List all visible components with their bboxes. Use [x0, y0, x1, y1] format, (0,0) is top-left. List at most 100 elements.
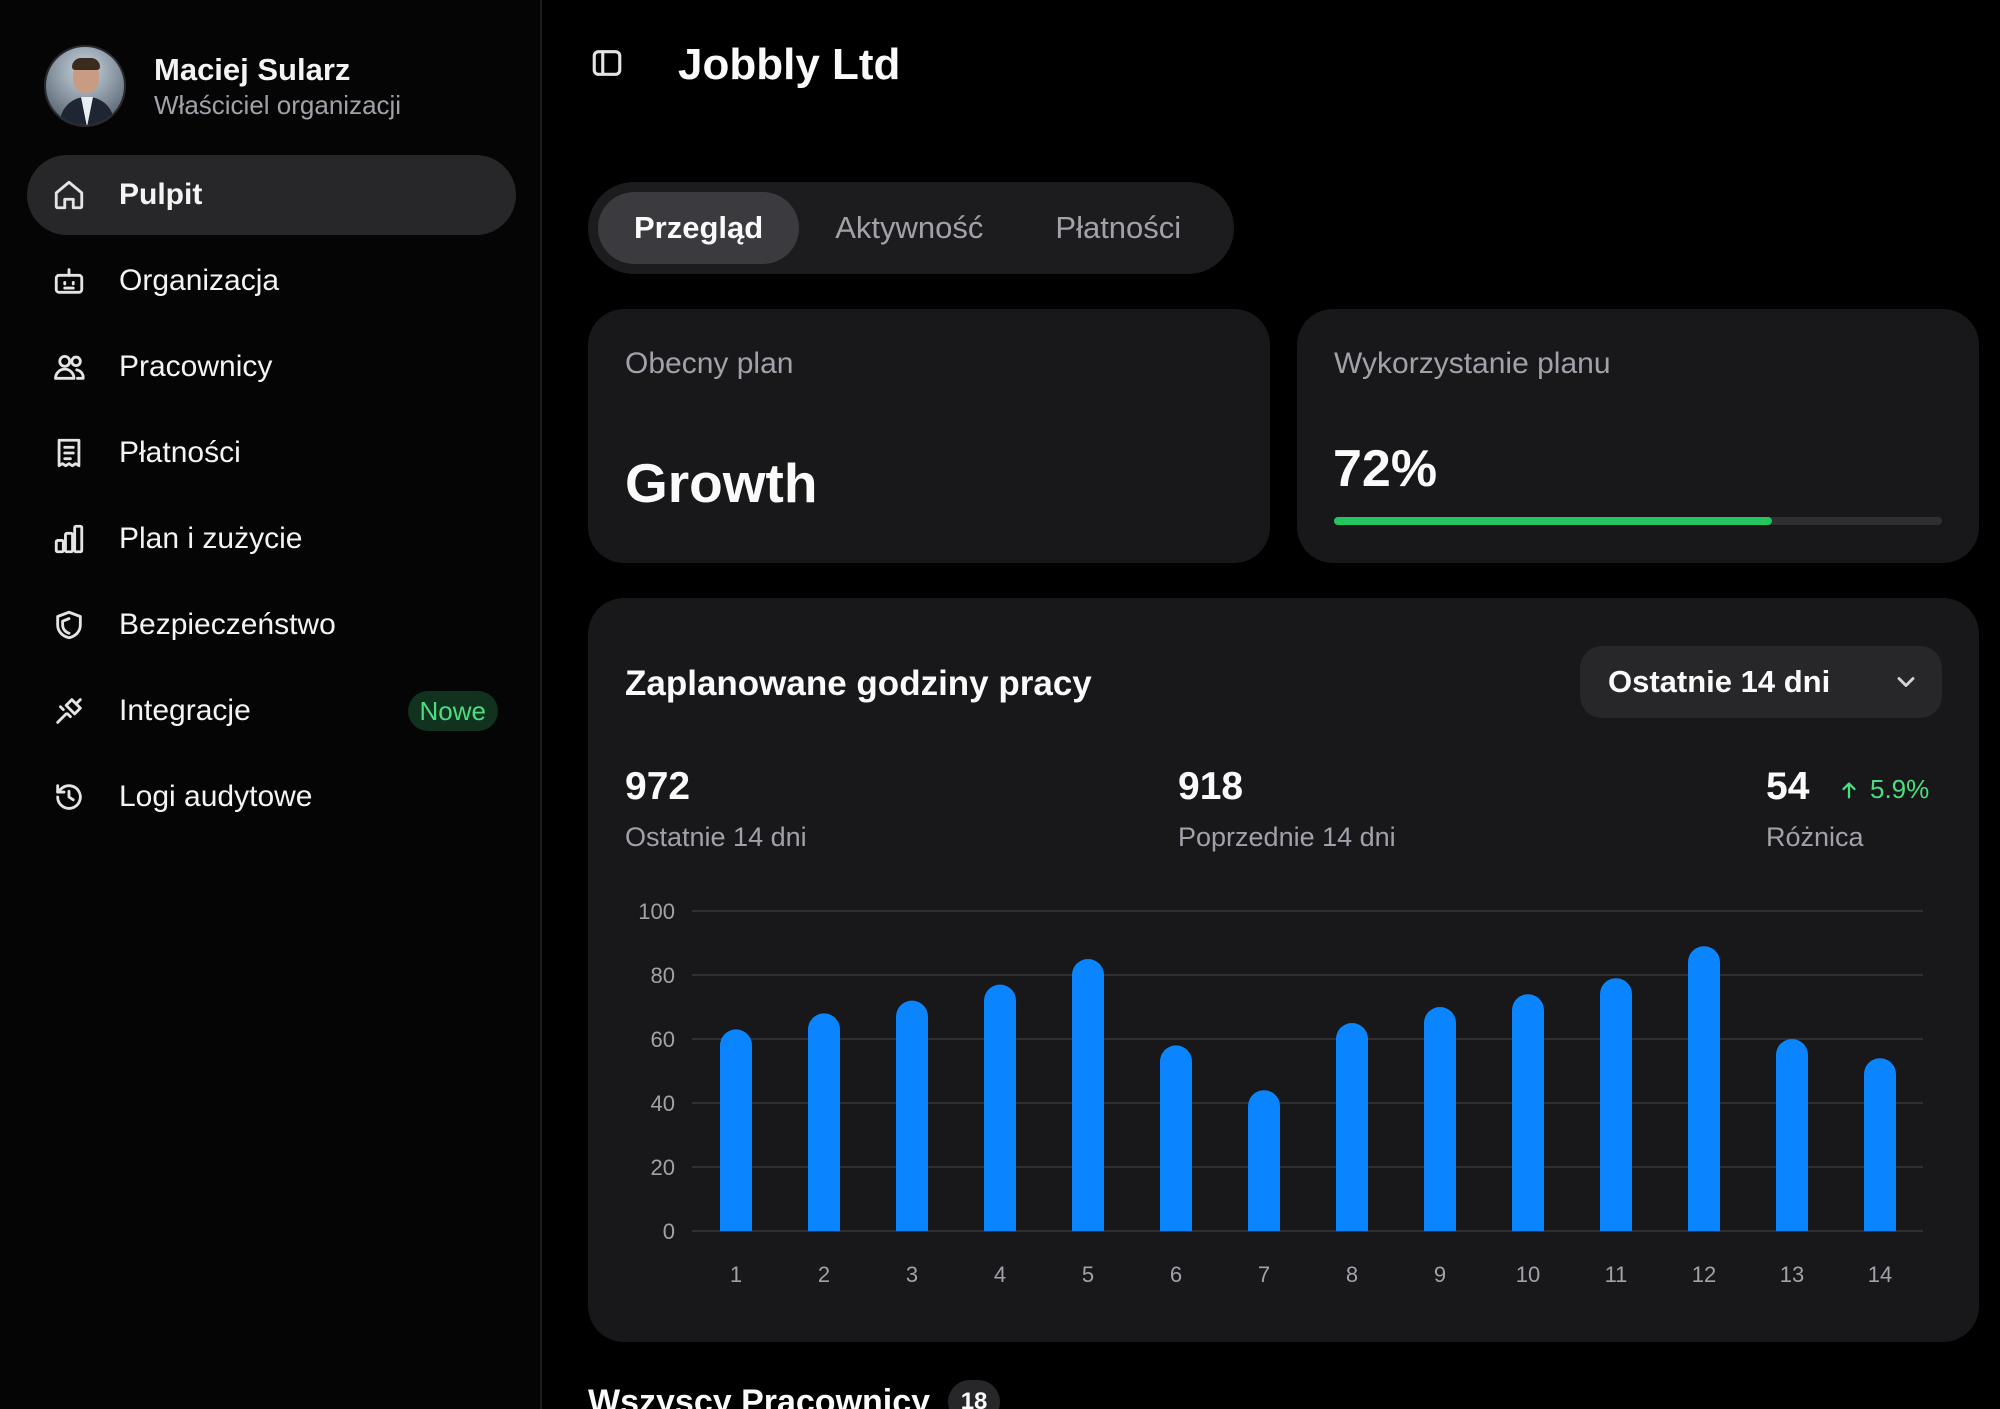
y-tick-label: 40: [651, 1091, 675, 1116]
plan-usage-value: 72%: [1333, 440, 1438, 498]
x-tick-label: 7: [1258, 1262, 1270, 1287]
stat-current-value: 972: [625, 765, 691, 808]
scheduled-hours-card: Zaplanowane godziny pracy Ostatnie 14 dn…: [588, 598, 1979, 1342]
profile-text: Maciej Sularz Właściciel organizacji: [154, 51, 401, 121]
employees-section-header: Wszyscy Pracownicy 18: [588, 1378, 1001, 1409]
x-tick-label: 4: [994, 1262, 1006, 1287]
x-tick-label: 8: [1346, 1262, 1358, 1287]
chart-bar: [1864, 1058, 1896, 1231]
y-tick-label: 20: [651, 1155, 675, 1180]
robot-icon: [51, 263, 87, 299]
range-select-value: Ostatnie 14 dni: [1608, 664, 1831, 699]
sidebar-item-label: Pulpit: [119, 178, 203, 211]
sidebar-item-organizacja[interactable]: Organizacja: [27, 241, 516, 321]
stat-current-label: Ostatnie 14 dni: [625, 822, 807, 852]
stat-difference-label: Różnica: [1766, 822, 1864, 852]
x-tick-label: 3: [906, 1262, 918, 1287]
bar-chart-icon: [51, 521, 87, 557]
y-tick-label: 0: [663, 1219, 675, 1244]
sidebar-item-plan[interactable]: Plan i zużycie: [27, 499, 516, 579]
stat-current: 972 Ostatnie 14 dni: [625, 764, 807, 853]
stat-difference-value: 54: [1766, 765, 1810, 808]
chart-bar: [808, 1013, 840, 1231]
new-badge: Nowe: [407, 691, 498, 731]
sidebar-item-label: Plan i zużycie: [119, 522, 303, 555]
stat-difference: 54 5.9% Różnica: [1766, 764, 1929, 853]
history-icon: [51, 779, 87, 815]
sidebar-item-label: Płatności: [119, 436, 241, 469]
chart-bar: [1600, 978, 1632, 1231]
page-title: Jobbly Ltd: [678, 40, 901, 89]
current-plan-label: Obecny plan: [625, 347, 794, 380]
stat-previous-label: Poprzednie 14 dni: [1178, 822, 1396, 852]
plan-usage-progress: [1334, 517, 1942, 525]
chart-bar: [1248, 1090, 1280, 1231]
shield-icon: [51, 607, 87, 643]
chart-bar: [896, 1000, 928, 1231]
plan-usage-label: Wykorzystanie planu: [1334, 347, 1611, 380]
tab-przeglad[interactable]: Przegląd: [598, 192, 800, 264]
range-select[interactable]: Ostatnie 14 dni: [1580, 646, 1942, 718]
sidebar-item-bezpieczenstwo[interactable]: Bezpieczeństwo: [27, 585, 516, 665]
x-tick-label: 12: [1692, 1262, 1716, 1287]
current-plan-card: Obecny plan Growth: [588, 309, 1270, 563]
receipt-icon: [51, 435, 87, 471]
sidebar-item-label: Bezpieczeństwo: [119, 608, 336, 641]
tab-platnosci[interactable]: Płatności: [1055, 210, 1182, 245]
x-tick-label: 2: [818, 1262, 830, 1287]
sidebar-nav: Pulpit Organizacja Pracownicy Płatności: [27, 155, 516, 843]
sidebar-item-platnosci[interactable]: Płatności: [27, 413, 516, 493]
sidebar-item-label: Logi audytowe: [119, 780, 313, 813]
stat-previous: 918 Poprzednie 14 dni: [1178, 764, 1396, 853]
x-tick-label: 6: [1170, 1262, 1182, 1287]
y-tick-label: 60: [651, 1027, 675, 1052]
sidebar: Maciej Sularz Właściciel organizacji Pul…: [0, 0, 542, 1409]
sidebar-item-logi[interactable]: Logi audytowe: [27, 757, 516, 837]
chart-bar: [1424, 1007, 1456, 1231]
users-icon: [51, 349, 87, 385]
chart-bar: [1688, 946, 1720, 1231]
topbar: Jobbly Ltd: [590, 40, 900, 90]
x-tick-label: 14: [1868, 1262, 1892, 1287]
user-profile[interactable]: Maciej Sularz Właściciel organizacji: [44, 45, 401, 127]
avatar[interactable]: [44, 45, 126, 127]
stat-difference-delta: 5.9%: [1838, 774, 1929, 805]
x-tick-label: 9: [1434, 1262, 1446, 1287]
plan-usage-progress-fill: [1334, 517, 1772, 525]
stat-previous-value: 918: [1178, 765, 1244, 808]
chevron-down-icon: [1892, 668, 1920, 701]
chart-bar: [1072, 959, 1104, 1231]
chart-bar: [1160, 1045, 1192, 1231]
chart-bar: [984, 984, 1016, 1231]
tab-aktywnosc[interactable]: Aktywność: [835, 210, 984, 245]
chart-bar: [720, 1029, 752, 1231]
x-tick-label: 11: [1605, 1262, 1628, 1287]
arrow-up-icon: [1842, 781, 1856, 798]
sidebar-item-label: Pracownicy: [119, 350, 273, 383]
x-tick-label: 1: [730, 1262, 742, 1287]
y-tick-label: 100: [638, 899, 675, 924]
y-tick-label: 80: [651, 963, 675, 988]
sidebar-toggle-icon[interactable]: [590, 46, 624, 85]
employees-section-title: Wszyscy Pracownicy: [588, 1382, 931, 1409]
profile-role: Właściciel organizacji: [154, 90, 402, 120]
x-tick-label: 5: [1082, 1262, 1094, 1287]
sidebar-item-pulpit[interactable]: Pulpit: [27, 155, 516, 235]
current-plan-value: Growth: [625, 452, 818, 514]
plug-icon: [51, 693, 87, 729]
chart-bar: [1776, 1039, 1808, 1231]
plan-usage-card: Wykorzystanie planu 72%: [1297, 309, 1979, 563]
sidebar-item-label: Organizacja: [119, 264, 280, 297]
employees-count-badge: 18: [948, 1380, 1001, 1409]
sidebar-item-integracje[interactable]: Integracje Nowe: [27, 671, 516, 751]
x-tick-label: 13: [1780, 1262, 1804, 1287]
sidebar-item-label: Integracje: [119, 694, 251, 727]
sidebar-item-pracownicy[interactable]: Pracownicy: [27, 327, 516, 407]
home-icon: [51, 177, 87, 213]
tab-bar: Przegląd Aktywność Płatności: [588, 182, 1234, 274]
x-tick-label: 10: [1516, 1262, 1540, 1287]
chart-bar: [1512, 994, 1544, 1231]
chart-bar: [1336, 1023, 1368, 1231]
